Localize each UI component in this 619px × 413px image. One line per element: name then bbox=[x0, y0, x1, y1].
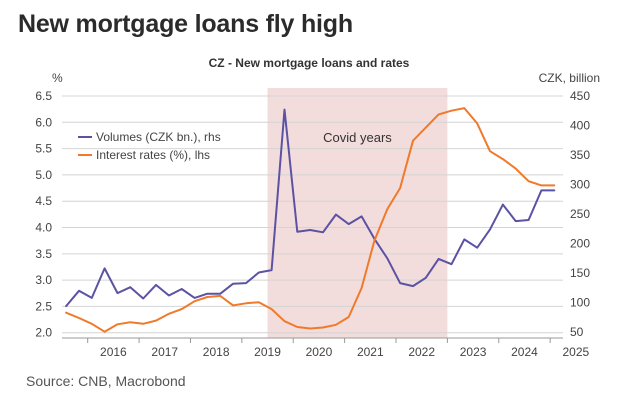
y-right-tick-label: 200 bbox=[570, 237, 590, 251]
source-note: Source: CNB, Macrobond bbox=[26, 373, 186, 389]
x-tick-label: 2024 bbox=[511, 345, 538, 359]
axis-layer: 2.0 2.5 3.0 3.5 4.0 4.5 5.0 5.5 6.0 6.5 50 100 150 20… bbox=[35, 89, 590, 359]
interest-rates-series-line bbox=[65, 107, 556, 333]
y-right-tick-label: 150 bbox=[570, 266, 590, 280]
covid-region-label: Covid years bbox=[323, 130, 392, 145]
y-right-tick-label: 100 bbox=[570, 296, 590, 310]
legend-label: Interest rates (%), lhs bbox=[96, 148, 210, 162]
y-right-tick-label: 50 bbox=[570, 325, 584, 339]
volumes-series-line bbox=[65, 108, 556, 308]
y-left-tick-label: 3.0 bbox=[35, 273, 52, 287]
legend: Volumes (CZK bn.), rhs Interest rates (%)… bbox=[78, 130, 221, 162]
x-tick-label: 2016 bbox=[100, 345, 127, 359]
y-right-tick-label: 300 bbox=[570, 178, 590, 192]
y-left-tick-label: 6.5 bbox=[35, 89, 52, 103]
y-left-tick-label: 6.0 bbox=[35, 115, 52, 129]
page-title: New mortgage loans fly high bbox=[18, 10, 353, 38]
y-left-tick-label: 5.5 bbox=[35, 142, 52, 156]
grid-layer bbox=[62, 95, 563, 334]
y-left-tick-label: 2.5 bbox=[35, 299, 52, 313]
series-layer bbox=[65, 107, 556, 333]
y-right-tick-label: 250 bbox=[570, 207, 590, 221]
y-right-tick-label: 350 bbox=[570, 148, 590, 162]
legend-label: Volumes (CZK bn.), rhs bbox=[96, 130, 221, 144]
left-axis-unit: % bbox=[52, 71, 63, 85]
x-tick-label: 2025 bbox=[562, 345, 589, 359]
y-left-tick-label: 4.5 bbox=[35, 194, 52, 208]
chart-title: CZ - New mortgage loans and rates bbox=[209, 56, 410, 70]
y-left-tick-label: 3.5 bbox=[35, 247, 52, 261]
x-tick-label: 2020 bbox=[306, 345, 333, 359]
x-tick-label: 2021 bbox=[357, 345, 384, 359]
x-tick-label: 2019 bbox=[254, 345, 281, 359]
y-left-tick-label: 4.0 bbox=[35, 221, 52, 235]
x-tick-label: 2023 bbox=[460, 345, 487, 359]
right-axis-unit: CZK, billion bbox=[539, 71, 600, 85]
y-left-tick-label: 2.0 bbox=[35, 326, 52, 340]
y-left-tick-label: 5.0 bbox=[35, 168, 52, 182]
x-tick-label: 2022 bbox=[408, 345, 435, 359]
x-tick-label: 2017 bbox=[151, 345, 178, 359]
x-tick-label: 2018 bbox=[203, 345, 230, 359]
y-right-tick-label: 450 bbox=[570, 89, 590, 103]
y-right-tick-label: 400 bbox=[570, 119, 590, 133]
